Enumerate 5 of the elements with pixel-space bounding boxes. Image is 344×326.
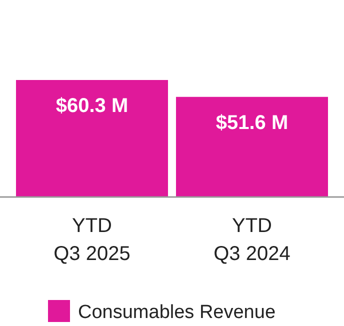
x-tick-label: YTD Q3 2024 xyxy=(214,215,290,265)
data-label: $51.6 M xyxy=(216,112,288,134)
data-label: $60.3 M xyxy=(56,95,128,117)
x-tick-label: YTD Q3 2025 xyxy=(54,215,130,265)
legend-label: Consumables Revenue xyxy=(78,302,276,323)
